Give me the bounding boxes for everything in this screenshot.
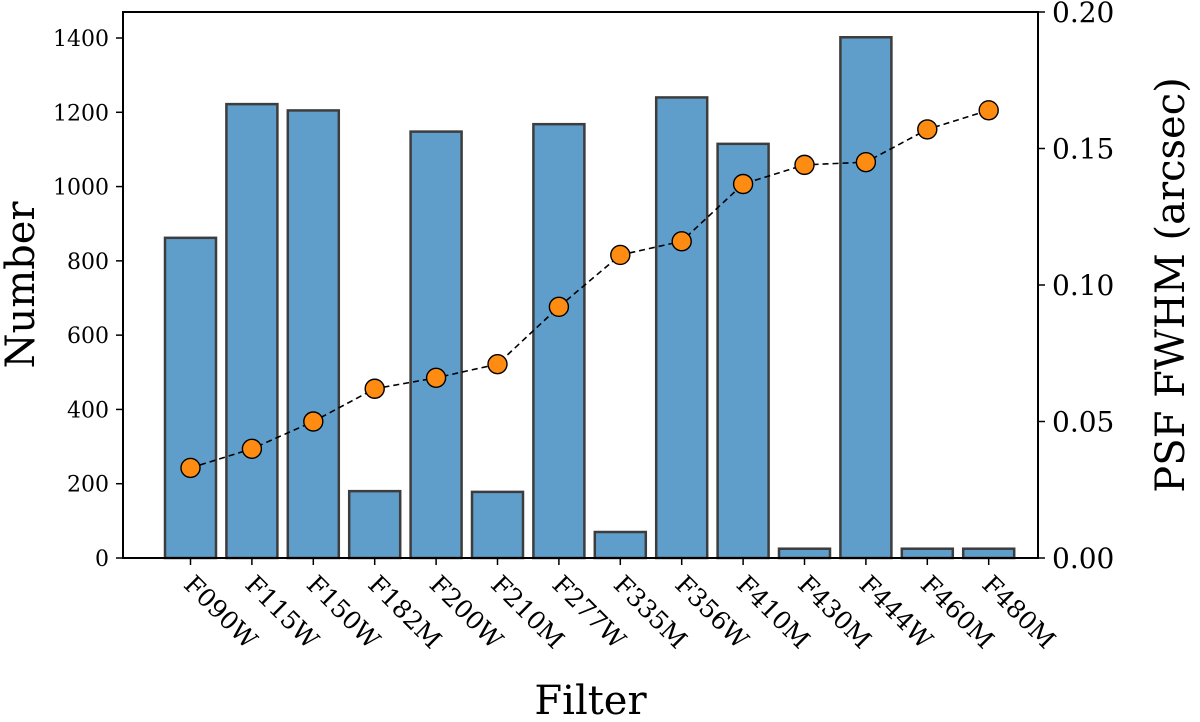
fwhm-point-f410m: [732, 173, 754, 195]
bar-f356w: [654, 96, 709, 560]
bar-f444w: [839, 36, 893, 560]
y2-axis-title: PSF FWHM (arcsec): [1148, 77, 1194, 492]
fwhm-point-f182m: [364, 378, 385, 399]
y-tick-label: 800: [67, 250, 109, 275]
fwhm-point-f210m: [487, 353, 508, 375]
y2-tick-label: 0.15: [1052, 133, 1114, 166]
y-tick-label: 1000: [53, 176, 109, 201]
bar-f410m: [716, 142, 770, 560]
bar-f090w: [163, 236, 218, 560]
x-axis-ticks: F090WF115WF150WF182MF200WF210MF277WF335M…: [178, 558, 1061, 655]
y-tick-label: 200: [67, 473, 109, 498]
fwhm-point-f356w: [671, 231, 692, 252]
bar-f115w: [225, 102, 279, 560]
fwhm-point-f090w: [180, 457, 201, 479]
bar-f200w: [409, 130, 463, 560]
fwhm-point-f150w: [303, 411, 324, 432]
x-axis-title: Filter: [534, 678, 647, 722]
fwhm-point-f277w: [548, 296, 570, 318]
y2-axis-ticks: 0.00 0.05 0.10 0.15 0.20: [1038, 0, 1114, 575]
y-axis-ticks: 0 200 400 600 800 1000 1200 1400: [53, 27, 123, 572]
bar-f150w: [286, 109, 341, 560]
bar-f460m: [900, 547, 955, 560]
fwhm-point-f430m: [794, 154, 815, 176]
bar-f335m: [593, 530, 648, 560]
fwhm-line: [190, 109, 989, 469]
fwhm-point-f444w: [855, 151, 877, 173]
fwhm-point-f200w: [425, 367, 447, 389]
y-tick-label: 0: [95, 547, 109, 572]
y2-tick-label: 0.00: [1052, 542, 1114, 575]
bar-f277w: [532, 122, 586, 560]
y-tick-label: 600: [67, 324, 109, 349]
fwhm-point-f115w: [241, 438, 263, 459]
fwhm-point-f480m: [978, 100, 999, 121]
bar-f480m: [961, 547, 1016, 560]
bar-f430m: [777, 547, 832, 560]
y2-tick-label: 0.10: [1052, 269, 1114, 302]
y-tick-label: 1200: [53, 101, 109, 126]
y2-tick-label: 0.05: [1052, 406, 1114, 439]
y-tick-label: 1400: [53, 27, 109, 52]
y-axis-title: Number: [0, 201, 44, 369]
bars-group: [163, 36, 1016, 560]
y-tick-label: 400: [67, 398, 109, 423]
bar-f182m: [347, 489, 402, 560]
y2-tick-label: 0.20: [1052, 0, 1114, 29]
fwhm-point-f460m: [917, 119, 938, 140]
fwhm-point-f335m: [610, 244, 631, 266]
bar-f210m: [470, 490, 525, 560]
fwhm-line-group: [180, 100, 999, 479]
